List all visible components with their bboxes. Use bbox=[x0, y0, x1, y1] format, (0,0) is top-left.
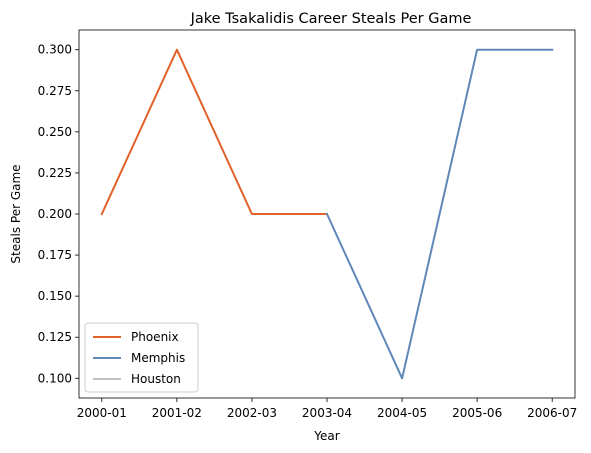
x-tick-label: 2003-04 bbox=[302, 406, 352, 420]
y-tick-label: 0.275 bbox=[38, 84, 72, 98]
x-tick-label: 2004-05 bbox=[377, 406, 427, 420]
y-tick-label: 0.150 bbox=[38, 289, 72, 303]
series-line-memphis bbox=[325, 48, 554, 380]
y-axis: 0.100 0.125 0.150 0.175 0.200 0.225 0.250 0.275… bbox=[38, 43, 79, 385]
chart-title: Jake Tsakalidis Career Steals Per Game bbox=[190, 11, 472, 27]
y-tick-label: 0.125 bbox=[38, 330, 72, 344]
x-tick-label: 2001-02 bbox=[152, 406, 202, 420]
y-tick-label: 0.225 bbox=[38, 166, 72, 180]
y-tick-label: 0.250 bbox=[38, 125, 72, 139]
legend-label-memphis: Memphis bbox=[131, 351, 185, 365]
y-tick-label: 0.200 bbox=[38, 207, 72, 221]
x-tick-label: 2002-03 bbox=[227, 406, 277, 420]
x-axis-label: Year bbox=[313, 429, 339, 443]
y-tick-label: 0.100 bbox=[38, 371, 72, 385]
legend-box bbox=[84, 322, 199, 393]
x-tick-label: 2000-01 bbox=[77, 406, 127, 420]
series-line-phoenix bbox=[100, 48, 328, 216]
legend-label-phoenix: Phoenix bbox=[131, 330, 179, 344]
y-tick-label: 0.175 bbox=[38, 248, 72, 262]
legend-label-houston: Houston bbox=[131, 372, 181, 386]
series-lines bbox=[100, 48, 554, 380]
x-axis: 2000-01 2001-02 2002-03 2003-04 2004-05 2005-… bbox=[77, 398, 577, 420]
y-axis-label: Steals Per Game bbox=[9, 164, 23, 263]
y-tick-label: 0.300 bbox=[38, 43, 72, 57]
x-tick-label: 2006-07 bbox=[527, 406, 577, 420]
x-tick-label: 2005-06 bbox=[452, 406, 502, 420]
legend: Phoenix Memphis Houston bbox=[84, 322, 199, 393]
